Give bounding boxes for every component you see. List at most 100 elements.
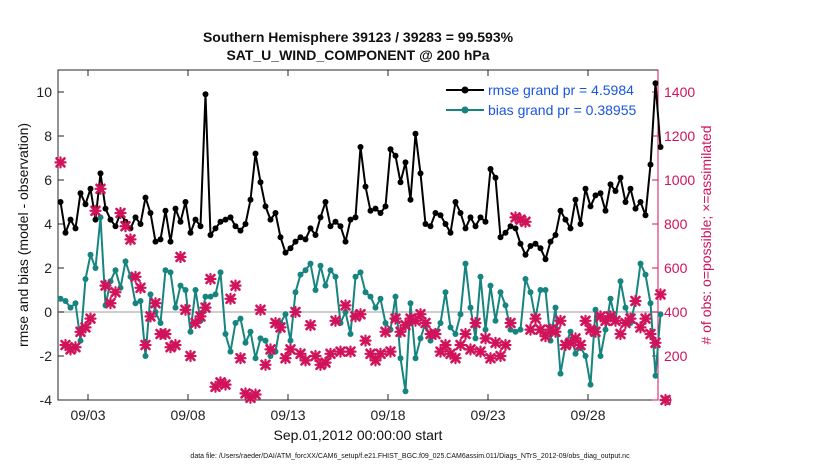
bias-point [542,287,549,293]
bias-point [457,311,464,318]
bias-point [262,337,269,344]
obs-marker [629,294,642,308]
bias-point [212,291,219,298]
bias-point [92,265,99,271]
rmse-point [417,170,424,177]
bias-point [582,353,589,359]
rmse-point [197,223,204,230]
obs-marker [639,312,652,325]
rmse-point [657,144,664,150]
obs-marker [489,336,502,349]
rmse-point [192,216,199,223]
bias-point [407,300,414,307]
bias-point [132,300,139,307]
bias-point [217,269,224,276]
y-axis-label-right: # of obs: o=possible; ×=assimilated [698,125,714,344]
bias-point [417,335,424,342]
rmse-point [237,227,244,234]
rmse-point [632,205,639,212]
rmse-point [502,229,509,236]
y-tick-label: 4 [44,216,52,232]
rmse-point [137,221,144,227]
obs-marker [439,338,452,352]
x-tick-label: 09/08 [170,407,205,423]
x-tick-label: 09/13 [270,407,305,423]
rmse-point [257,179,264,186]
obs-marker [159,327,172,341]
rmse-point [472,223,479,230]
rmse-point [562,216,569,223]
bias-point [637,260,644,267]
rmse-point [527,243,534,249]
rmse-point [337,223,344,230]
rmse-point [182,199,189,205]
bias-point [147,291,154,298]
obs-marker [274,321,287,334]
rmse-point [312,232,319,238]
bias-point [597,353,604,359]
obs-marker [99,279,112,292]
bias-point [652,372,659,379]
rmse-point [77,190,84,197]
rmse-point [287,245,294,252]
rmse-point [572,196,579,203]
obs-marker [329,314,342,327]
y-right-tick-label: 200 [664,348,688,364]
rmse-point [367,207,374,214]
bias-point [412,355,419,362]
rmse-point [242,221,249,227]
obs-marker [169,338,182,352]
rmse-point [427,223,434,230]
bias-point [482,326,489,333]
obs-marker [374,347,387,360]
obs-marker [634,321,647,334]
bias-point [267,353,274,359]
bias-point [602,326,609,333]
obs-marker [84,312,97,325]
rmse-point [267,216,274,223]
obs-marker [479,332,492,345]
rmse-point [67,216,74,223]
bias-point [187,328,194,335]
obs-marker [149,297,162,310]
obs-marker [179,303,192,316]
rmse-point [452,199,459,205]
rmse-point [542,256,549,263]
data-file-footnote: data file: /Users/raeder/DAI/ATM_forcXX/… [190,453,630,460]
bias-point [222,331,229,337]
rmse-point [432,210,439,216]
y-tick-label: 0 [44,304,52,320]
rmse-point [62,229,69,236]
obs-marker [449,352,462,365]
obs-marker [469,316,482,330]
bias-point [472,335,479,342]
legend-label-rmse: rmse grand pr = 4.5984 [488,82,634,98]
rmse-point [627,185,634,192]
rmse-point [457,210,464,216]
rmse-point [512,225,519,232]
bias-point [157,320,164,326]
rmse-point [552,232,559,238]
obs-marker [94,182,107,195]
bias-point [142,353,149,359]
chart-subtitle: SAT_U_WIND_COMPONENT @ 200 hPa [226,47,489,63]
rmse-point [332,218,339,225]
obs-marker [454,338,467,352]
rmse-point [582,185,589,192]
obs-marker [459,327,472,341]
obs-marker [609,314,622,327]
obs-marker [309,349,322,363]
bias-point [227,348,234,355]
rmse-point [652,80,659,87]
y-right-tick-label: 800 [664,216,688,232]
obs-marker [264,343,277,356]
obs-marker [289,305,302,319]
bias-point [292,289,299,296]
rmse-point [622,199,629,205]
x-tick-label: 09/23 [470,407,505,423]
x-tick-label: 09/03 [70,407,105,423]
rmse-point [347,216,354,223]
rmse-point [222,216,229,223]
obs-marker [119,220,132,233]
obs-marker [249,388,262,401]
